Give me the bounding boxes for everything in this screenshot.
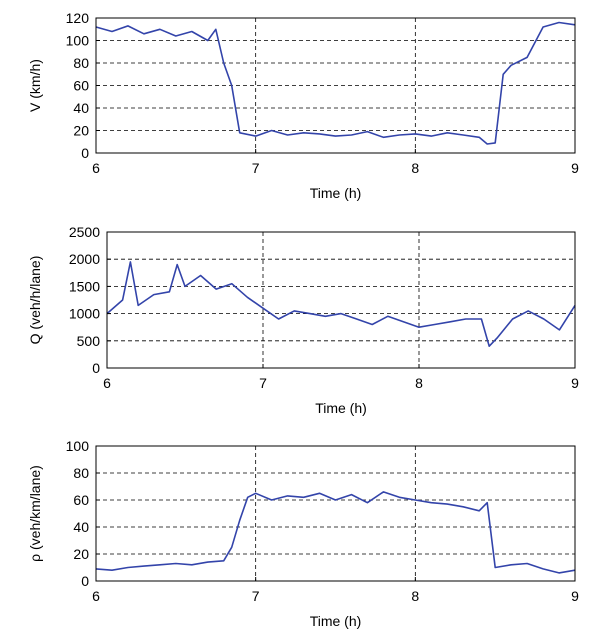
plot-area — [107, 232, 575, 368]
y-axis-label: ρ (veh/km/lane) — [27, 465, 43, 562]
y-tick-label: 0 — [81, 145, 89, 161]
y-tick-label: 2000 — [69, 251, 100, 267]
series-line — [106, 261, 576, 348]
x-tick-label: 8 — [411, 160, 419, 176]
x-tick-label: 7 — [252, 160, 260, 176]
density-chart: 0 20 40 60 80 100 6 7 8 9 Time (h) ρ (veh/km/lane) — [27, 438, 579, 629]
x-tick-label: 9 — [571, 588, 579, 604]
y-tick-label: 40 — [73, 519, 89, 535]
y-tick-label: 120 — [66, 10, 90, 26]
y-tick-label: 20 — [73, 123, 89, 139]
x-tick-label: 6 — [103, 375, 111, 391]
axes-frame — [95, 445, 576, 582]
y-tick-label: 1500 — [69, 278, 100, 294]
flow-chart: 0 500 1000 1500 2000 2500 6 7 8 9 Time (h) Q (veh/h… — [27, 224, 579, 416]
y-tick-label: 100 — [66, 33, 90, 49]
x-tick-label: 8 — [411, 588, 419, 604]
y-tick-label: 0 — [81, 573, 89, 589]
y-tick-label: 500 — [77, 333, 101, 349]
x-tick-label: 8 — [415, 375, 423, 391]
y-tick-label: 60 — [73, 492, 89, 508]
y-tick-label: 1000 — [69, 306, 100, 322]
y-axis-label: V (km/h) — [27, 59, 43, 112]
x-axis-label: Time (h) — [315, 400, 367, 416]
y-tick-label: 2500 — [69, 224, 100, 240]
y-axis-label: Q (veh/h/lane) — [27, 256, 43, 345]
y-tick-label: 0 — [92, 360, 100, 376]
series-line — [95, 491, 576, 574]
y-tick-label: 80 — [73, 465, 89, 481]
y-tick-label: 20 — [73, 546, 89, 562]
y-tick-label: 80 — [73, 55, 89, 71]
plot-area — [96, 446, 575, 581]
y-tick-label: 40 — [73, 100, 89, 116]
x-tick-label: 9 — [571, 375, 579, 391]
y-tick-label: 60 — [73, 78, 89, 94]
axes-frame — [106, 231, 576, 369]
x-tick-label: 6 — [92, 588, 100, 604]
speed-chart: 0 20 40 60 80 100 120 6 7 8 9 Time (h) V (km/h) — [27, 10, 579, 201]
y-tick-label: 100 — [66, 438, 90, 454]
series-line — [95, 21, 576, 145]
x-axis-label: Time (h) — [310, 613, 362, 629]
x-axis-label: Time (h) — [310, 185, 362, 201]
x-tick-label: 6 — [92, 160, 100, 176]
x-tick-label: 7 — [259, 375, 267, 391]
x-tick-label: 7 — [252, 588, 260, 604]
x-tick-label: 9 — [571, 160, 579, 176]
